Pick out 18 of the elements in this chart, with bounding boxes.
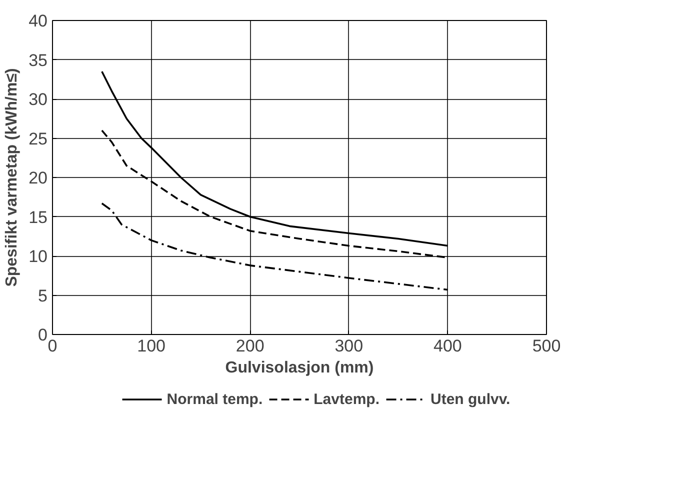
- y-tick-label: 40: [28, 12, 48, 30]
- y-tick-label: 25: [28, 129, 48, 148]
- x-tick-label: 400: [434, 336, 462, 356]
- legend-label: Uten gulvv.: [430, 390, 510, 408]
- y-tick-label: 35: [28, 50, 48, 70]
- y-tick-label: 10: [28, 247, 48, 266]
- y-tick-label: 15: [28, 208, 48, 227]
- x-tick-label: 100: [137, 336, 166, 356]
- legend-label: Lavtemp.: [314, 390, 380, 408]
- y-axis-title: Spesifikt varmetap (kWh/m≤): [4, 68, 21, 287]
- y-tick-label: 30: [28, 90, 48, 109]
- legend-label: Normal temp.: [166, 390, 263, 408]
- x-tick-label: 500: [532, 336, 561, 356]
- x-tick-label: 300: [334, 336, 364, 356]
- y-tick-label: 5: [38, 286, 48, 306]
- y-tick-label: 20: [28, 168, 48, 188]
- x-tick-label: 200: [236, 336, 264, 356]
- x-axis-title: Gulvisolasjon (mm): [225, 360, 374, 376]
